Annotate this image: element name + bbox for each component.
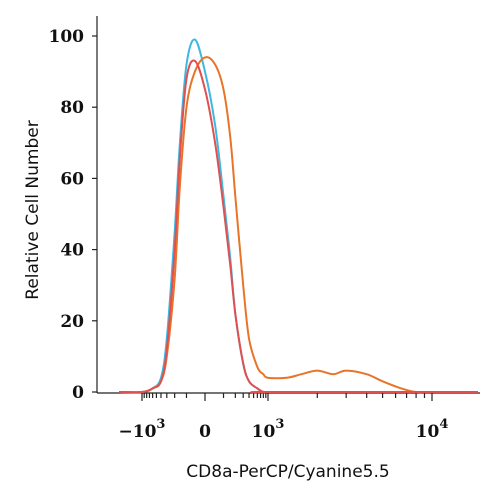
y-axis-title: Relative Cell Number [23,120,43,299]
histogram-series-line-2 [118,56,478,394]
series-layer [118,38,478,394]
y-tick-label: 80 [60,98,84,118]
histogram-series-line-1 [118,38,478,394]
y-tick-label: 100 [49,27,85,47]
y-tick-label: 60 [60,169,84,189]
histogram-series-line-3 [118,59,478,394]
x-axis-title: CD8a-PerCP/Cyanine5.5 [186,462,389,482]
x-tick-label: −103 [119,417,166,442]
y-tick-label: 40 [60,241,84,261]
y-tick-label: 0 [72,383,84,403]
y-axis: 0 20 40 60 80 100 [49,16,98,403]
x-tick-label: 0 [199,422,211,442]
x-tick-label: 103 [252,417,285,442]
x-axis: −103 0 103 104 [97,392,480,442]
x-tick-label: 104 [416,417,449,442]
y-tick-label: 20 [60,312,84,332]
